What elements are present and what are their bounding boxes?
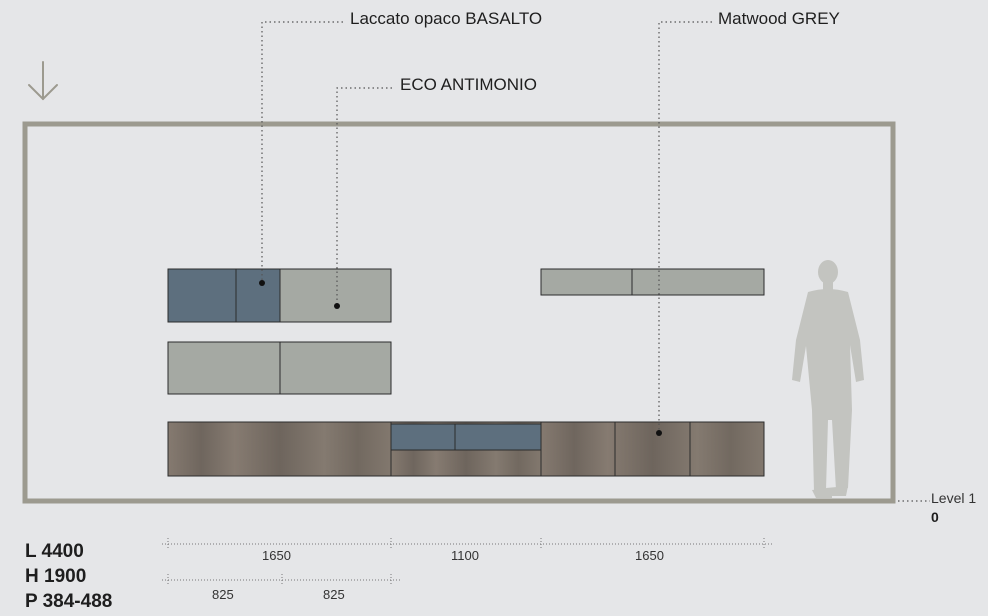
dimension-value: 1100: [451, 548, 479, 563]
spec-depth: P 384-488: [25, 591, 113, 612]
callout-leaders: [261, 21, 930, 502]
level-value: 0: [931, 509, 939, 525]
callout-antimonio: ECO ANTIMONIO: [400, 75, 537, 94]
dimension-lines: [162, 538, 772, 586]
level-label: Level 1: [931, 490, 977, 506]
dimension-value: 1650: [635, 548, 664, 563]
human-silhouette: [792, 260, 864, 498]
wall-frame: [22, 121, 896, 504]
upper-cabinet-left: [167, 268, 392, 323]
spec-height: H 1900: [25, 566, 87, 587]
dimension-value: 825: [323, 587, 345, 602]
dimension-value: 825: [212, 587, 234, 602]
base-unit: [167, 421, 765, 477]
callout-dots: [259, 280, 662, 436]
upper-cabinet-right: [540, 268, 765, 296]
dimension-value: 1650: [262, 548, 291, 563]
middle-cabinet-left: [167, 341, 392, 395]
callout-basalto: Laccato opaco BASALTO: [350, 9, 543, 28]
spec-length: L 4400: [25, 541, 84, 562]
arrow-down-icon: [28, 61, 58, 101]
callout-matwood: Matwood GREY: [718, 9, 840, 28]
